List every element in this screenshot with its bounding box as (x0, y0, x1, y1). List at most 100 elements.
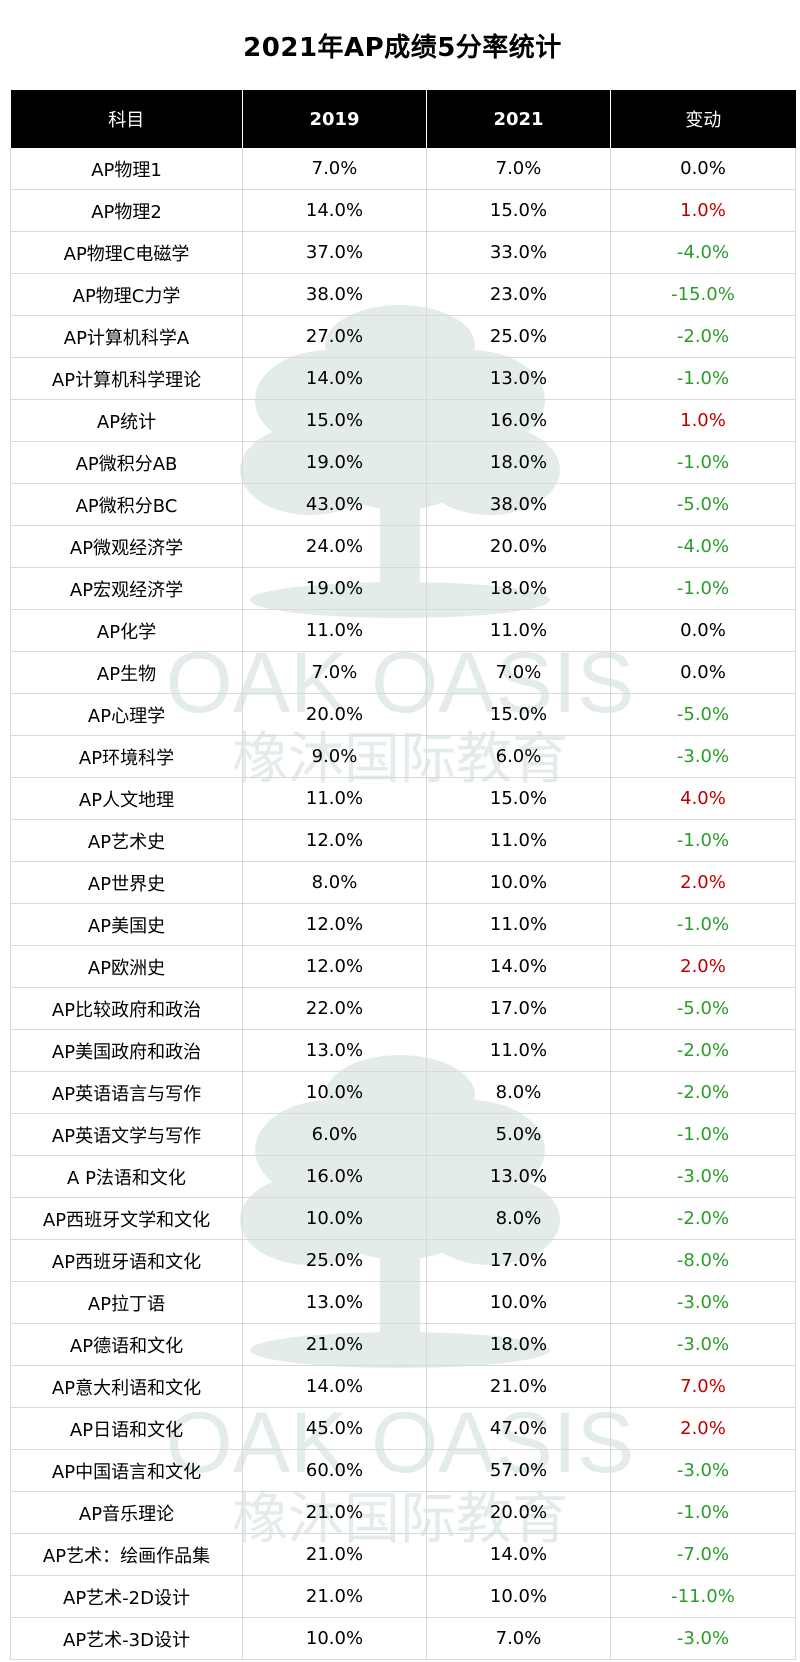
table-row: AP微积分AB 19.0% 18.0% -1.0% (10, 441, 796, 484)
score-2019-cell: 43.0% (242, 483, 427, 526)
score-2019-cell: 14.0% (242, 189, 427, 232)
table-row: AP微观经济学 24.0% 20.0% -4.0% (10, 525, 796, 568)
table-row: AP西班牙文学和文化 10.0% 8.0% -2.0% (10, 1197, 796, 1240)
table-row: AP美国政府和政治 13.0% 11.0% -2.0% (10, 1029, 796, 1072)
table-row: AP人文地理 11.0% 15.0% 4.0% (10, 777, 796, 820)
table-row: AP统计 15.0% 16.0% 1.0% (10, 399, 796, 442)
subject-cell: AP计算机科学A (10, 315, 243, 358)
subject-cell: AP日语和文化 (10, 1407, 243, 1450)
subject-cell: AP微积分BC (10, 483, 243, 526)
change-cell: 2.0% (610, 945, 796, 988)
score-2021-cell: 6.0% (426, 735, 611, 778)
change-cell: -3.0% (610, 735, 796, 778)
change-cell: -1.0% (610, 1491, 796, 1534)
score-2019-cell: 22.0% (242, 987, 427, 1030)
score-2021-cell: 13.0% (426, 1155, 611, 1198)
page-title: 2021年AP成绩5分率统计 (243, 33, 562, 63)
table-row: AP计算机科学理论 14.0% 13.0% -1.0% (10, 357, 796, 400)
score-2021-cell: 7.0% (426, 1617, 611, 1660)
table-row: AP艺术-2D设计 21.0% 10.0% -11.0% (10, 1575, 796, 1618)
change-cell: -1.0% (610, 1113, 796, 1156)
score-2019-cell: 14.0% (242, 357, 427, 400)
score-2021-cell: 11.0% (426, 609, 611, 652)
score-2021-cell: 8.0% (426, 1071, 611, 1114)
change-cell: -5.0% (610, 987, 796, 1030)
table-row: AP物理2 14.0% 15.0% 1.0% (10, 189, 796, 232)
header-subject: 科目 (10, 90, 243, 148)
subject-cell: AP物理1 (10, 148, 243, 190)
score-2019-cell: 13.0% (242, 1029, 427, 1072)
change-cell: -3.0% (610, 1323, 796, 1366)
table-row: AP美国史 12.0% 11.0% -1.0% (10, 903, 796, 946)
table-row: AP艺术：绘画作品集 21.0% 14.0% -7.0% (10, 1533, 796, 1576)
subject-cell: AP英语语言与写作 (10, 1071, 243, 1114)
subject-cell: AP化学 (10, 609, 243, 652)
table-header: 科目 2019 2021 变动 (10, 90, 796, 148)
subject-cell: AP微观经济学 (10, 525, 243, 568)
score-2019-cell: 11.0% (242, 609, 427, 652)
score-2021-cell: 7.0% (426, 148, 611, 190)
score-2019-cell: 19.0% (242, 567, 427, 610)
score-2019-cell: 21.0% (242, 1533, 427, 1576)
subject-cell: AP统计 (10, 399, 243, 442)
score-2019-cell: 38.0% (242, 273, 427, 316)
table-row: AP艺术-3D设计 10.0% 7.0% -3.0% (10, 1617, 796, 1660)
change-cell: -15.0% (610, 273, 796, 316)
table-row: AP英语语言与写作 10.0% 8.0% -2.0% (10, 1071, 796, 1114)
change-cell: -1.0% (610, 819, 796, 862)
score-2019-cell: 13.0% (242, 1281, 427, 1324)
score-2021-cell: 10.0% (426, 1281, 611, 1324)
table-row: AP西班牙语和文化 25.0% 17.0% -8.0% (10, 1239, 796, 1282)
subject-cell: AP拉丁语 (10, 1281, 243, 1324)
change-cell: -3.0% (610, 1449, 796, 1492)
score-2021-cell: 47.0% (426, 1407, 611, 1450)
table-row: AP音乐理论 21.0% 20.0% -1.0% (10, 1491, 796, 1534)
subject-cell: AP德语和文化 (10, 1323, 243, 1366)
change-cell: -7.0% (610, 1533, 796, 1576)
score-2021-cell: 25.0% (426, 315, 611, 358)
score-2021-cell: 14.0% (426, 1533, 611, 1576)
score-2019-cell: 12.0% (242, 903, 427, 946)
score-2019-cell: 60.0% (242, 1449, 427, 1492)
table-row: AP德语和文化 21.0% 18.0% -3.0% (10, 1323, 796, 1366)
subject-cell: AP物理2 (10, 189, 243, 232)
score-2019-cell: 25.0% (242, 1239, 427, 1282)
change-cell: 0.0% (610, 609, 796, 652)
change-cell: -11.0% (610, 1575, 796, 1618)
score-2021-cell: 13.0% (426, 357, 611, 400)
score-2021-cell: 15.0% (426, 777, 611, 820)
score-2021-cell: 7.0% (426, 651, 611, 694)
score-2021-cell: 18.0% (426, 567, 611, 610)
change-cell: -3.0% (610, 1281, 796, 1324)
table-row: AP英语文学与写作 6.0% 5.0% -1.0% (10, 1113, 796, 1156)
score-2019-cell: 6.0% (242, 1113, 427, 1156)
score-2019-cell: 24.0% (242, 525, 427, 568)
table-row: AP中国语言和文化 60.0% 57.0% -3.0% (10, 1449, 796, 1492)
subject-cell: AP宏观经济学 (10, 567, 243, 610)
table-row: A P法语和文化 16.0% 13.0% -3.0% (10, 1155, 796, 1198)
table-row: AP欧洲史 12.0% 14.0% 2.0% (10, 945, 796, 988)
score-2019-cell: 21.0% (242, 1491, 427, 1534)
score-2021-cell: 11.0% (426, 1029, 611, 1072)
table-row: AP环境科学 9.0% 6.0% -3.0% (10, 735, 796, 778)
score-2019-cell: 9.0% (242, 735, 427, 778)
change-cell: -5.0% (610, 693, 796, 736)
table-row: AP微积分BC 43.0% 38.0% -5.0% (10, 483, 796, 526)
subject-cell: AP物理C电磁学 (10, 231, 243, 274)
subject-cell: AP世界史 (10, 861, 243, 904)
change-cell: -5.0% (610, 483, 796, 526)
table-row: AP日语和文化 45.0% 47.0% 2.0% (10, 1407, 796, 1450)
subject-cell: AP计算机科学理论 (10, 357, 243, 400)
change-cell: 1.0% (610, 399, 796, 442)
table-row: AP比较政府和政治 22.0% 17.0% -5.0% (10, 987, 796, 1030)
score-2021-cell: 16.0% (426, 399, 611, 442)
score-2019-cell: 14.0% (242, 1365, 427, 1408)
score-2021-cell: 18.0% (426, 1323, 611, 1366)
score-2019-cell: 12.0% (242, 819, 427, 862)
subject-cell: AP微积分AB (10, 441, 243, 484)
score-2019-cell: 11.0% (242, 777, 427, 820)
subject-cell: AP艺术史 (10, 819, 243, 862)
change-cell: -1.0% (610, 567, 796, 610)
subject-cell: AP西班牙语和文化 (10, 1239, 243, 1282)
table-row: AP物理C力学 38.0% 23.0% -15.0% (10, 273, 796, 316)
